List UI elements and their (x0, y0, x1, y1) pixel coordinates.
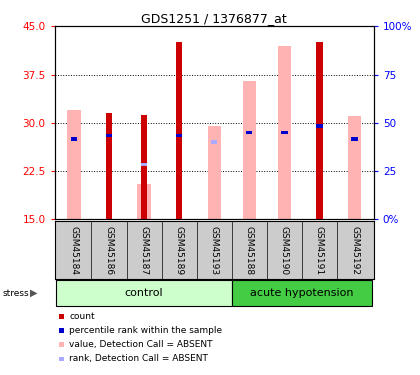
Bar (316, 42, 323, 219)
Text: count: count (69, 312, 95, 321)
Bar (106, 113, 112, 219)
Text: percentile rank within the sample: percentile rank within the sample (69, 326, 222, 335)
Bar (176, 134, 182, 138)
Bar (71, 137, 77, 141)
Bar (246, 131, 252, 134)
Bar (67, 110, 81, 219)
Bar (176, 42, 182, 219)
Text: value, Detection Call = ABSENT: value, Detection Call = ABSENT (69, 340, 213, 349)
Bar (106, 134, 112, 138)
Text: GSM45191: GSM45191 (315, 226, 324, 275)
Text: GSM45190: GSM45190 (280, 226, 289, 275)
Text: acute hypotension: acute hypotension (250, 288, 354, 298)
Bar (141, 163, 147, 166)
Text: stress: stress (2, 289, 29, 298)
Text: GSM45189: GSM45189 (175, 226, 184, 275)
Text: ▶: ▶ (30, 288, 38, 298)
Bar (207, 126, 221, 219)
Bar (278, 46, 291, 219)
Text: GSM45192: GSM45192 (350, 226, 359, 275)
Text: GSM45184: GSM45184 (69, 226, 79, 275)
Bar (141, 115, 147, 219)
Text: rank, Detection Call = ABSENT: rank, Detection Call = ABSENT (69, 354, 208, 363)
Bar (211, 140, 218, 144)
Bar (137, 184, 151, 219)
Bar (352, 137, 358, 141)
Text: GSM45193: GSM45193 (210, 226, 219, 275)
Bar (348, 116, 361, 219)
Bar (56, 280, 232, 306)
Text: GSM45188: GSM45188 (245, 226, 254, 275)
Bar (243, 81, 256, 219)
Bar (232, 280, 372, 306)
Bar (281, 131, 288, 134)
Text: control: control (125, 288, 163, 298)
Text: GSM45187: GSM45187 (139, 226, 149, 275)
Bar (316, 124, 323, 128)
Text: GSM45186: GSM45186 (105, 226, 113, 275)
Title: GDS1251 / 1376877_at: GDS1251 / 1376877_at (141, 12, 287, 25)
